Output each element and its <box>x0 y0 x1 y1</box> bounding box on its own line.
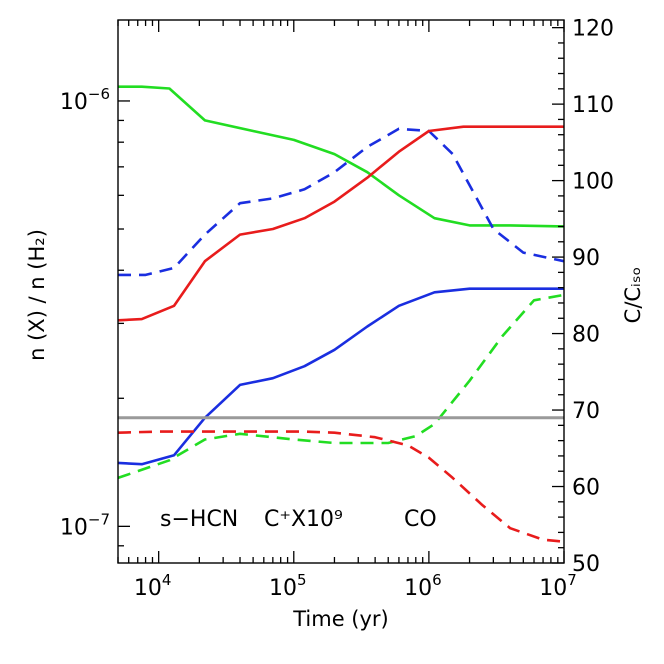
legend-co: CO <box>404 507 437 532</box>
x-tick-label: 107 <box>539 571 577 601</box>
legend-s-hcn: s−HCN <box>160 507 238 532</box>
y-axis-left-label: n (X) / n (H₂) <box>25 229 49 361</box>
x-axis-label: Time (yr) <box>292 607 389 631</box>
y-right-tick-label: 110 <box>572 93 614 118</box>
plot-frame <box>117 19 565 564</box>
legend-cplus: C⁺X10⁹ <box>264 507 343 532</box>
series-line-1 <box>118 85 565 228</box>
series-line-2 <box>117 293 565 480</box>
x-tick-label: 105 <box>269 571 307 601</box>
y-right-tick-label: 90 <box>572 246 600 271</box>
ticks-layer <box>117 20 565 564</box>
x-tick-label: 106 <box>404 571 442 601</box>
series-line-6 <box>117 430 565 543</box>
y-right-tick-label: 120 <box>572 17 614 42</box>
series-layer <box>117 85 565 543</box>
y-left-tick-label: 10−6 <box>60 85 110 115</box>
x-tick-label: 104 <box>134 571 172 601</box>
series-line-3 <box>117 287 564 466</box>
y-right-tick-label: 60 <box>572 476 600 501</box>
series-line-5 <box>117 125 564 322</box>
y-right-tick-label: 100 <box>572 170 614 195</box>
y-right-tick-label: 70 <box>572 399 600 424</box>
series-line-4 <box>118 127 565 277</box>
legend: s−HCN C⁺X10⁹ CO <box>160 507 437 532</box>
y-axis-right-label: C/Cᵢₛₒ <box>621 267 645 324</box>
y-left-tick-label: 10−7 <box>60 510 110 540</box>
y-right-tick-label: 50 <box>572 552 600 577</box>
labels-layer: 104 105 106 107 10−6 10−7 50 60 70 80 90 100 110 120 <box>60 17 614 601</box>
y-right-tick-label: 80 <box>572 323 600 348</box>
